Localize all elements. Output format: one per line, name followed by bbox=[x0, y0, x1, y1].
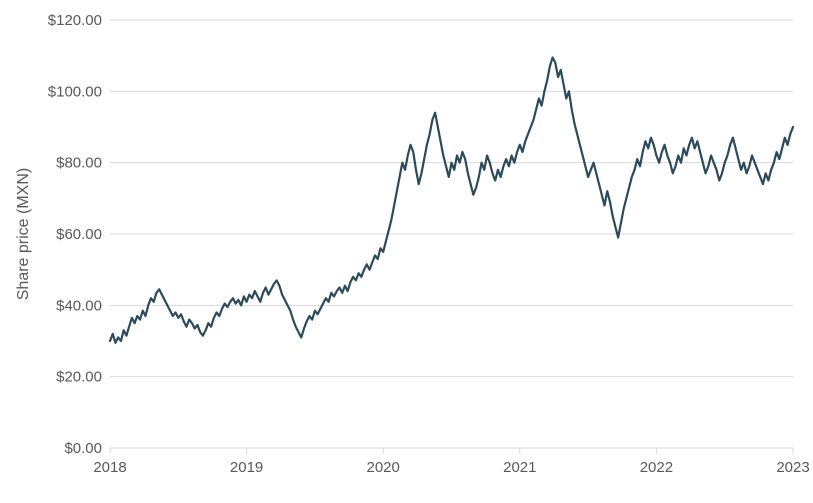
y-tick-label: $40.00 bbox=[56, 297, 102, 314]
x-tick-label: 2021 bbox=[503, 459, 536, 476]
share-price-chart: $0.00 $20.00 $40.00 $60.00 $80.00 $100.00 $120… bbox=[0, 0, 813, 503]
x-tick-label: 2019 bbox=[230, 459, 263, 476]
x-tick-label: 2022 bbox=[640, 459, 673, 476]
y-tick-label: $0.00 bbox=[64, 440, 102, 457]
chart-background bbox=[0, 0, 813, 503]
x-tick-label: 2018 bbox=[93, 459, 126, 476]
y-axis-title: Share price (MXN) bbox=[15, 168, 32, 300]
y-tick-label: $20.00 bbox=[56, 369, 102, 386]
x-tick-label: 2023 bbox=[776, 459, 809, 476]
y-tick-label: $80.00 bbox=[56, 155, 102, 172]
x-tick-label: 2020 bbox=[367, 459, 400, 476]
y-tick-label: $120.00 bbox=[48, 12, 102, 29]
chart-svg: $0.00 $20.00 $40.00 $60.00 $80.00 $100.00 $120… bbox=[0, 0, 813, 503]
y-tick-label: $60.00 bbox=[56, 226, 102, 243]
y-tick-label: $100.00 bbox=[48, 83, 102, 100]
